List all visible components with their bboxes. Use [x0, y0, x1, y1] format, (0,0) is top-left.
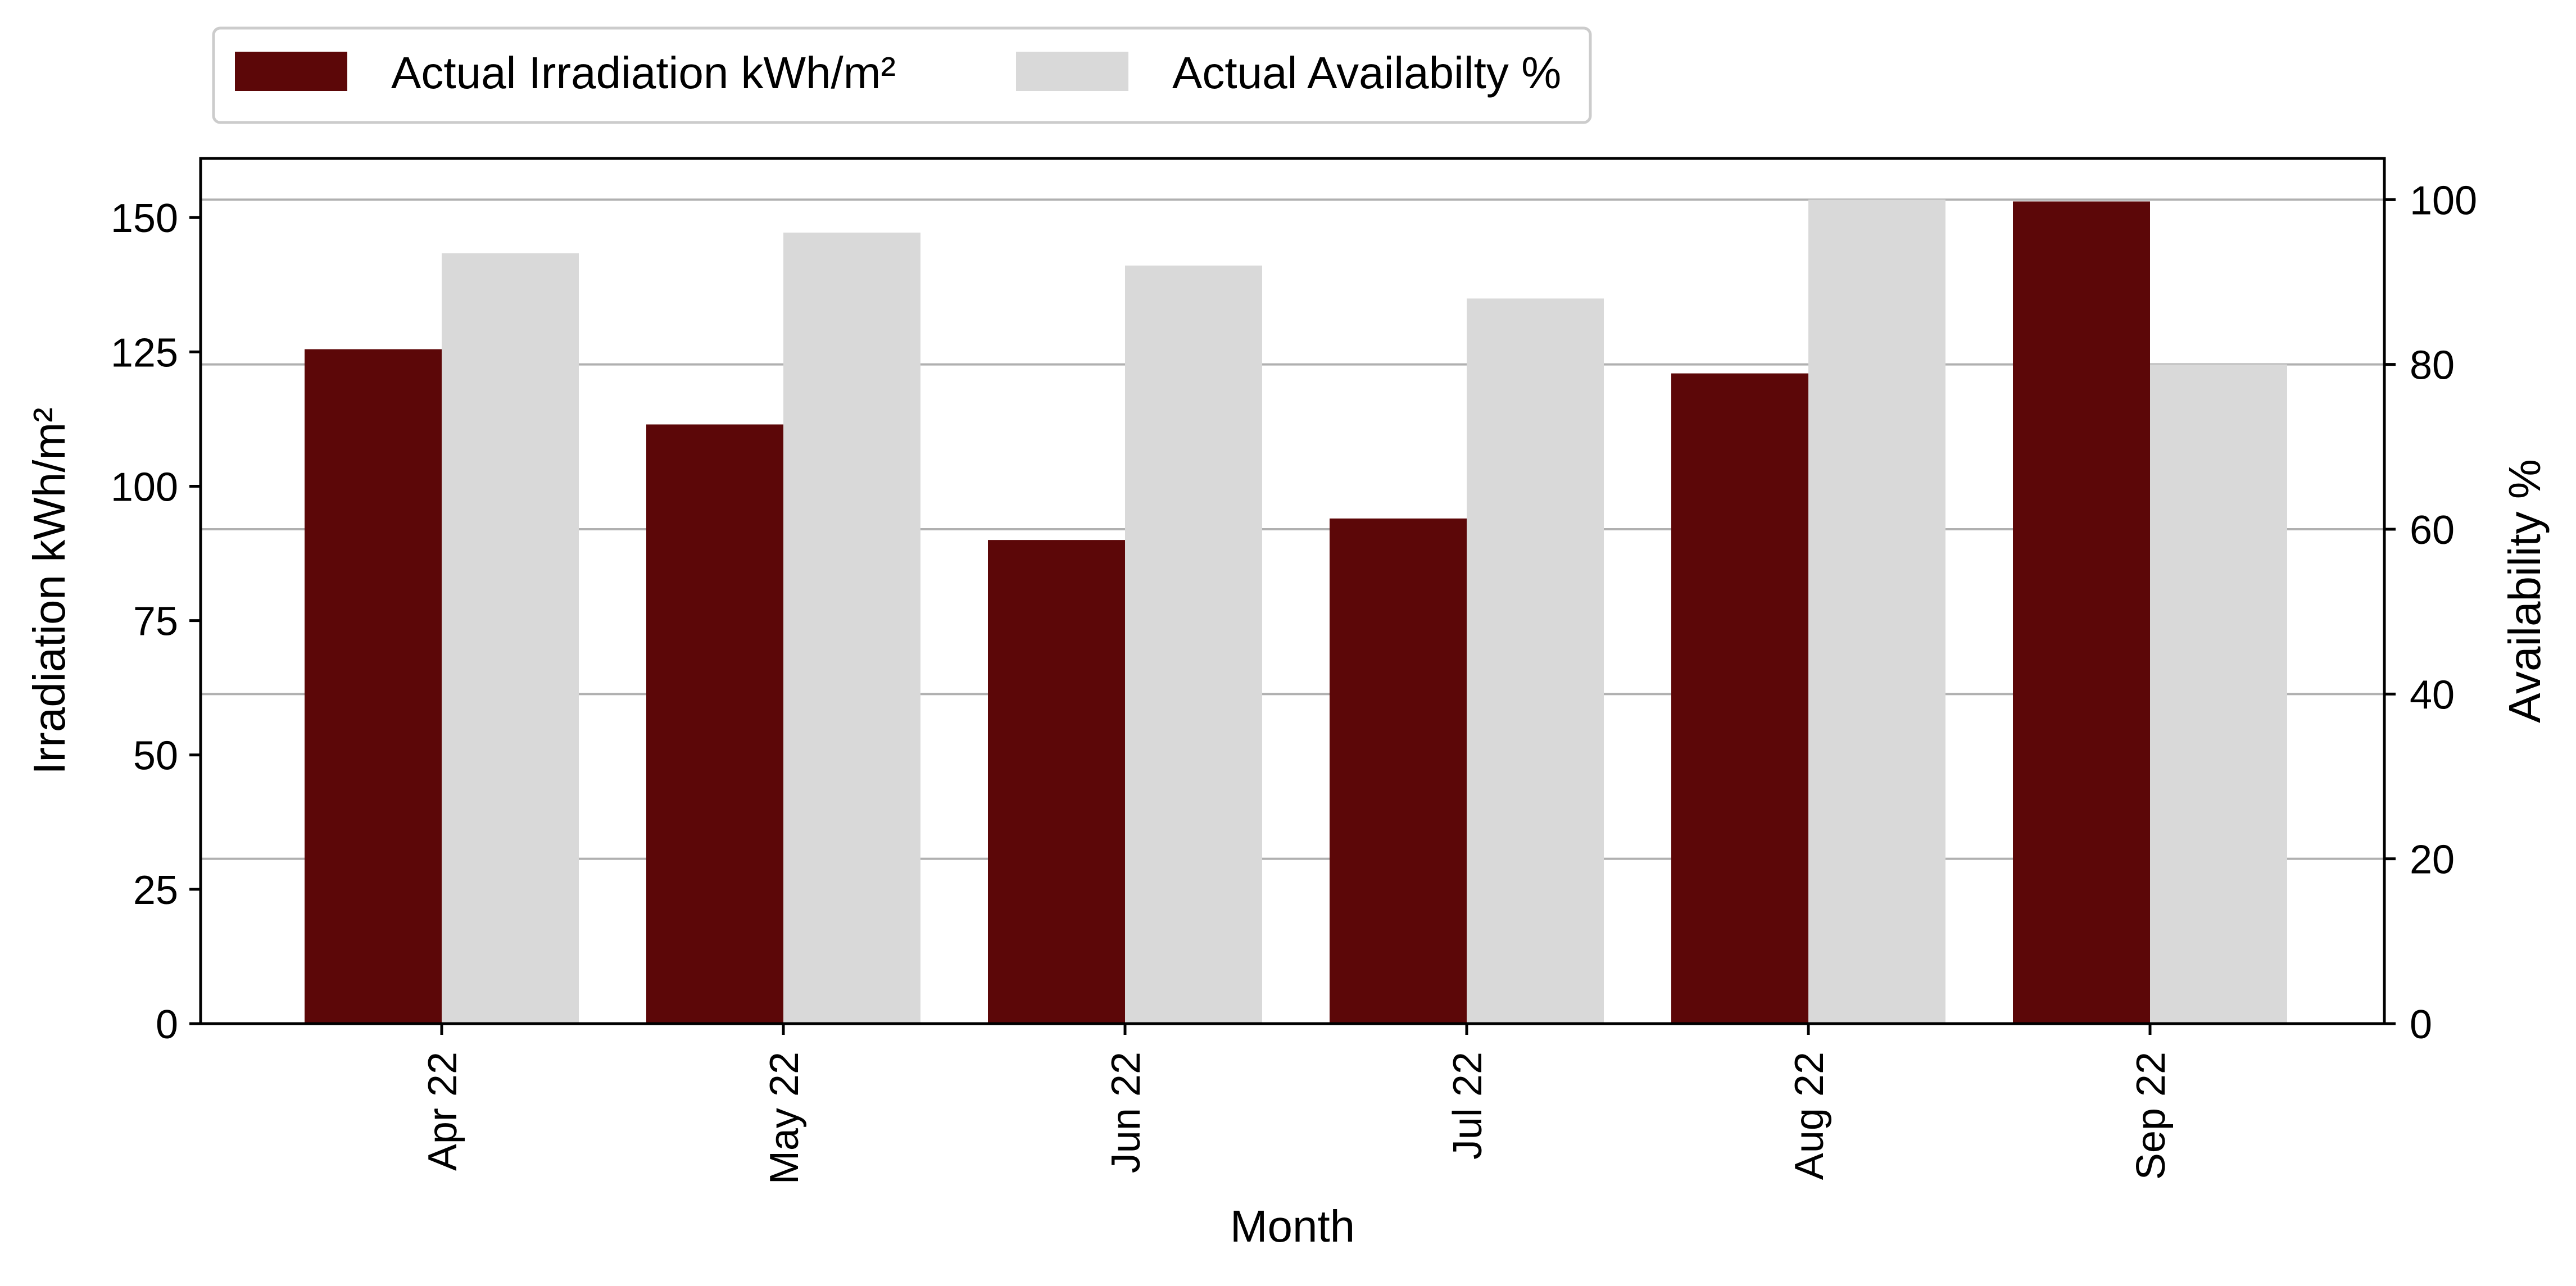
y-tick-label: 25: [133, 868, 178, 913]
y-right-tick-label: 0: [2410, 1002, 2432, 1047]
bar-availability: [1808, 199, 1945, 1024]
y-right-tick-label: 60: [2410, 508, 2455, 553]
bar-irradiation: [1671, 373, 1808, 1024]
x-tick-label: Sep 22: [2129, 1052, 2174, 1180]
y-tick-label: 75: [133, 599, 178, 644]
y-right-tick-label: 80: [2410, 343, 2455, 388]
bar-irradiation: [646, 424, 783, 1024]
x-tick-label: Apr 22: [420, 1052, 465, 1171]
x-tick-label: May 22: [762, 1052, 807, 1184]
x-axis-title: Month: [1230, 1201, 1355, 1251]
x-tick-label: Aug 22: [1787, 1052, 1832, 1180]
bar-availability: [2150, 364, 2287, 1024]
bar-irradiation: [1330, 518, 1467, 1024]
bar-irradiation: [988, 540, 1125, 1024]
y-tick-label: 125: [111, 330, 178, 375]
bar-availability: [442, 253, 579, 1024]
axes: Apr 22 May 22 Jun 22 Jul 22 Aug 22 Sep 22 0 25 5…: [111, 178, 2477, 1184]
legend-swatch: [1016, 52, 1128, 91]
legend: Actual Irradiation kWh/m² Actual Availabi…: [212, 26, 1592, 124]
y-right-tick-label: 40: [2410, 672, 2455, 717]
y-right-tick-label: 20: [2410, 838, 2455, 883]
x-tick-label: Jun 22: [1104, 1052, 1149, 1173]
y-tick-label: 150: [111, 196, 178, 241]
x-tick-label: Jul 22: [1445, 1052, 1490, 1160]
bar-irradiation: [305, 349, 442, 1024]
y-tick-label: 100: [111, 465, 178, 510]
y-right-tick-label: 100: [2410, 178, 2477, 223]
bar-availability: [1125, 265, 1262, 1024]
legend-label: Actual Irradiation kWh/m²: [391, 48, 896, 98]
bars: [305, 199, 2287, 1024]
legend-swatch: [235, 52, 347, 91]
y-axis-title: Irradiation kWh/m²: [24, 407, 74, 774]
y-tick-label: 0: [156, 1002, 178, 1047]
y-axis-right-title: Availability %: [2500, 459, 2550, 723]
bar-irradiation: [2013, 201, 2150, 1024]
legend-label: Actual Availabilty %: [1172, 48, 1561, 98]
y-tick-label: 50: [133, 734, 178, 779]
legend-box: [212, 26, 1592, 124]
plot-frame: [199, 157, 2386, 1025]
bar-availability: [1467, 298, 1604, 1024]
bar-availability: [783, 233, 920, 1024]
